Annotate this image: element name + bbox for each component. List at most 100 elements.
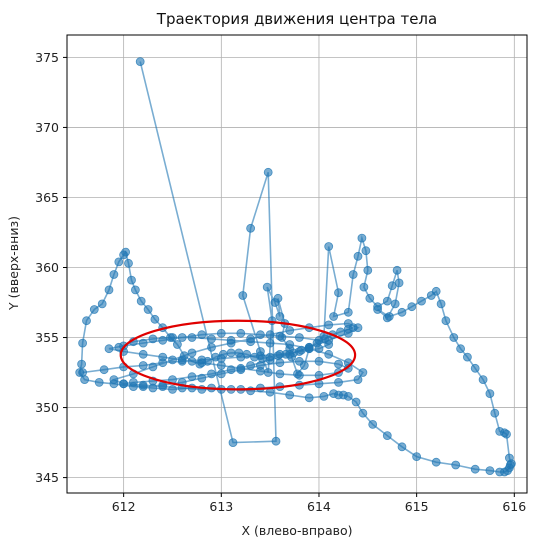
trajectory-point — [394, 278, 404, 288]
trajectory-point — [275, 358, 285, 368]
trajectory-point — [246, 223, 256, 233]
y-tick-label: 360 — [35, 260, 59, 275]
trajectory-point — [334, 377, 343, 387]
trajectory-point — [216, 328, 226, 338]
trajectory-point — [197, 358, 207, 368]
trajectory-point — [128, 377, 138, 387]
trajectory-point — [109, 375, 119, 385]
trajectory-point — [390, 299, 400, 309]
trajectory-point — [285, 349, 295, 359]
trajectory-point — [275, 312, 285, 321]
trajectory-point — [348, 270, 358, 279]
trajectory-point — [158, 382, 168, 392]
trajectory-point — [329, 312, 339, 321]
trajectory-point — [226, 335, 236, 345]
trajectory-point — [143, 305, 153, 314]
trajectory-point — [265, 330, 275, 340]
trajectory-point — [177, 355, 187, 365]
x-tick-label: 613 — [209, 499, 233, 514]
trajectory-point — [130, 285, 140, 295]
x-tick-label: 615 — [405, 499, 429, 514]
trajectory-point — [138, 361, 148, 370]
y-tick-label: 345 — [35, 470, 59, 485]
grid — [67, 35, 527, 493]
x-axis-label: X (влево-вправо) — [241, 523, 352, 538]
trajectory-point — [262, 282, 272, 292]
trajectory-point — [363, 265, 373, 275]
trajectory-point — [158, 335, 168, 345]
y-tick-label: 355 — [35, 330, 59, 345]
trajectory-point — [138, 338, 148, 348]
trajectory-point — [148, 362, 158, 372]
trajectory-point — [294, 347, 304, 356]
trajectory-point — [275, 349, 285, 359]
trajectory-point — [236, 328, 246, 338]
trajectory-point — [470, 363, 480, 373]
trajectory-point — [275, 331, 285, 341]
trajectory-point — [490, 408, 500, 418]
trajectory-point — [207, 342, 216, 352]
trajectory-point — [265, 355, 275, 365]
trajectory-point — [294, 333, 304, 342]
trajectory-point — [255, 330, 265, 340]
trajectory-point — [255, 361, 265, 370]
trajectory-point — [109, 270, 119, 279]
trajectory-point — [431, 457, 441, 467]
trajectory-point — [392, 265, 402, 275]
trajectory-point — [329, 389, 339, 399]
trajectory-point — [273, 293, 283, 303]
trajectory-point — [343, 319, 353, 328]
trajectory-point — [94, 377, 104, 387]
trajectory-point — [353, 323, 363, 333]
trajectory-point — [187, 372, 197, 382]
trajectory-point — [334, 359, 343, 369]
ellipse-layer — [119, 319, 357, 391]
trajectory-point — [216, 369, 226, 379]
trajectory-point — [478, 375, 488, 385]
trajectory-point — [314, 344, 324, 354]
trajectory-point — [82, 316, 91, 326]
trajectory-point — [136, 296, 146, 306]
trajectory-point — [436, 299, 446, 309]
trajectory-point — [407, 302, 417, 312]
trajectory-point — [89, 305, 99, 314]
trajectory-point — [343, 307, 353, 317]
trajectory-point — [368, 419, 378, 429]
trajectory-point — [358, 368, 368, 377]
trajectory-point — [187, 348, 197, 358]
trajectory-point — [138, 380, 148, 390]
trajectory-point — [265, 338, 275, 348]
trajectory-point — [119, 379, 128, 389]
trajectory-point — [324, 242, 334, 251]
trajectory-point — [104, 344, 114, 354]
trajectory-point — [246, 337, 256, 347]
y-tick-label: 375 — [35, 50, 59, 65]
trajectory-point — [285, 326, 295, 335]
trajectory-traces — [75, 57, 516, 477]
trajectory-point — [78, 368, 87, 377]
trajectory-point — [78, 338, 87, 348]
trajectory-point — [451, 460, 461, 470]
trajectory-point — [334, 288, 343, 298]
trajectory-point — [127, 275, 136, 285]
trajectory-point — [353, 375, 363, 385]
trajectory-point — [358, 408, 368, 418]
trajectory-point — [412, 452, 422, 462]
trajectory-point — [207, 334, 216, 344]
trajectory-point — [255, 351, 265, 361]
trajectory-point — [351, 397, 361, 407]
trajectory-point — [216, 361, 226, 370]
trajectory-point — [104, 285, 114, 295]
confidence-ellipse — [119, 319, 357, 391]
trajectory-point — [456, 344, 466, 354]
trajectory-point — [285, 340, 295, 349]
trajectory-point — [382, 431, 392, 441]
trajectory-point — [238, 291, 248, 300]
trajectory-point — [135, 57, 145, 66]
trajectory-line — [78, 61, 513, 473]
trajectory-point — [197, 373, 207, 383]
trajectory-point — [168, 333, 177, 342]
trajectory-point — [384, 312, 394, 321]
